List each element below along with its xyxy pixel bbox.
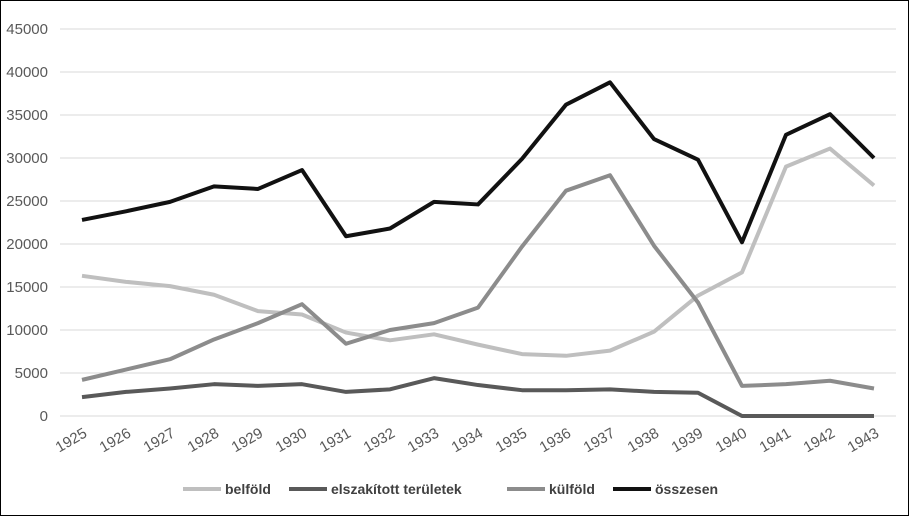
y-tick-label: 30000 — [6, 150, 48, 167]
series-line — [81, 146, 876, 358]
series-line — [81, 80, 876, 245]
legend-label: belföld — [225, 481, 271, 497]
legend-label: összesen — [655, 481, 718, 497]
legend-label: külföld — [549, 481, 595, 497]
y-tick-label: 40000 — [6, 64, 48, 81]
series-line — [81, 376, 874, 418]
y-tick-label: 15000 — [6, 279, 48, 296]
y-tick-label: 35000 — [6, 107, 48, 124]
y-tick-label: 10000 — [6, 322, 48, 339]
series-line — [81, 173, 875, 391]
y-tick-label: 0 — [40, 408, 48, 425]
y-tick-label: 5000 — [15, 365, 48, 382]
y-tick-label: 20000 — [6, 236, 48, 253]
y-tick-label: 25000 — [6, 193, 48, 210]
y-tick-label: 45000 — [6, 21, 48, 38]
legend-label: elszakított területek — [331, 481, 462, 497]
